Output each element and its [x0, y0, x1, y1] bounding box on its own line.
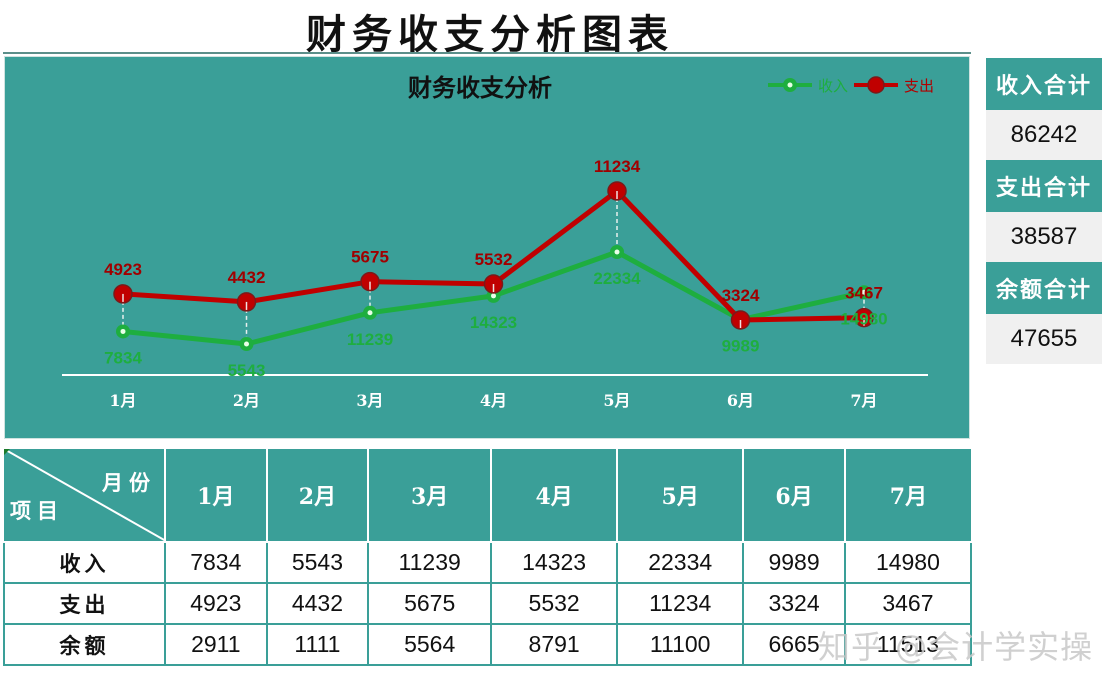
chart-legend: 收入 支出 [766, 74, 934, 96]
table-cell: 4923 [164, 582, 268, 625]
x-tick-label: 6月 [727, 391, 754, 410]
kpi-label: 余额合计 [986, 262, 1102, 314]
table-cell: 1111 [265, 623, 370, 666]
x-axis-labels: 1月 2月 3月 4月 5月 6月 7月 [109, 391, 877, 410]
expense-data-label: 5675 [351, 248, 389, 267]
legend-expense-marker-icon [854, 76, 899, 94]
corner-month-label: 月份 [102, 470, 156, 495]
column-header: 4月 [490, 449, 619, 543]
expense-data-label: 4923 [104, 260, 142, 279]
income-data-label: 5543 [228, 361, 266, 380]
kpi-label: 支出合计 [986, 160, 1102, 212]
table-cell: 14323 [490, 541, 619, 584]
kpi-value: 38587 [986, 212, 1102, 262]
expense-data-label: 3324 [722, 286, 760, 305]
table-cell: 2911 [164, 623, 268, 666]
table-cell: 11239 [367, 541, 493, 584]
income-data-label: 14323 [470, 313, 517, 332]
table-cell: 3467 [843, 582, 973, 625]
table-cell: 5543 [265, 541, 370, 584]
corner-item-label: 项目 [10, 498, 64, 523]
x-tick-label: 4月 [480, 391, 507, 410]
legend-item-expense: 支出 [852, 75, 934, 96]
income-data-label: 11239 [347, 330, 393, 349]
x-tick-label: 2月 [233, 391, 260, 410]
table-cell: 8791 [490, 623, 619, 666]
row-label: 收入 [3, 541, 166, 584]
page-title: 财务收支分析图表 [306, 11, 674, 58]
expense-data-labels: 4923 4432 5675 5532 11234 3324 3467 [104, 157, 883, 305]
income-data-labels: 7834 5543 11239 14323 22334 9989 14980 [104, 269, 888, 380]
table-cell: 11513 [843, 623, 973, 666]
table-cell: 7834 [164, 541, 268, 584]
row-label: 余额 [3, 623, 166, 666]
table-header-row: 月份 项目 1月 2月 3月 4月 5月 6月 7月 [4, 449, 971, 543]
table-cell: 11234 [616, 582, 745, 625]
income-data-label: 9989 [722, 337, 760, 356]
column-header: 1月 [164, 449, 268, 543]
kpi-expense-total: 支出合计 38587 [986, 160, 1102, 262]
column-header: 2月 [265, 449, 370, 543]
kpi-value: 86242 [986, 110, 1102, 160]
table-row-balance: 余额 2911 1111 5564 8791 11100 6665 11513 [3, 623, 973, 666]
table-cell: 14980 [843, 541, 973, 584]
expense-data-label: 3467 [845, 284, 883, 303]
diagonal-divider [4, 449, 166, 541]
expense-data-label: 5532 [475, 250, 513, 269]
x-tick-label: 1月 [109, 391, 136, 410]
data-table: 月份 项目 1月 2月 3月 4月 5月 6月 7月 收入 7834 5543 … [3, 449, 973, 666]
table-cell: 22334 [616, 541, 745, 584]
column-header: 5月 [616, 449, 745, 543]
table-cell: 5564 [367, 623, 493, 666]
column-header: 7月 [843, 449, 971, 543]
table-cell: 4432 [265, 582, 370, 625]
table-cell: 9989 [742, 541, 846, 584]
corner-header-cell: 月份 项目 [4, 449, 166, 543]
watermark: 知乎 @会计学实操 [818, 628, 1094, 666]
table-row-income: 收入 7834 5543 11239 14323 22334 9989 1498… [3, 541, 973, 584]
legend-item-income: 收入 [766, 75, 848, 96]
kpi-value: 47655 [986, 314, 1102, 364]
title-divider [3, 52, 971, 54]
kpi-balance-total: 余额合计 47655 [986, 262, 1102, 364]
table-cell: 5675 [367, 582, 493, 625]
x-tick-label: 5月 [603, 391, 630, 410]
legend-income-marker-icon [768, 78, 812, 92]
table-cell: 6665 [742, 623, 846, 666]
expense-markers [113, 181, 874, 330]
table-row-expense: 支出 4923 4432 5675 5532 11234 3324 3467 [3, 582, 973, 625]
income-data-label: 14980 [840, 309, 887, 328]
legend-label-income: 收入 [818, 76, 849, 95]
income-data-label: 7834 [104, 348, 142, 367]
kpi-income-total: 收入合计 86242 [986, 58, 1102, 160]
column-header: 6月 [742, 449, 846, 543]
expense-data-label: 11234 [594, 157, 641, 176]
income-data-label: 22334 [593, 269, 641, 288]
kpi-label: 收入合计 [986, 58, 1102, 110]
table-cell: 11100 [616, 623, 745, 666]
row-label: 支出 [3, 582, 166, 625]
chart-title: 财务收支分析 [408, 73, 552, 102]
x-tick-label: 7月 [850, 391, 877, 410]
table-cell: 5532 [490, 582, 619, 625]
expense-data-label: 4432 [228, 268, 266, 287]
table-cell: 3324 [742, 582, 846, 625]
line-chart: 7834 5543 11239 14323 22334 9989 14980 4923 443… [62, 157, 928, 410]
x-tick-label: 3月 [356, 391, 383, 410]
legend-label-expense: 支出 [904, 76, 935, 95]
column-header: 3月 [367, 449, 493, 543]
